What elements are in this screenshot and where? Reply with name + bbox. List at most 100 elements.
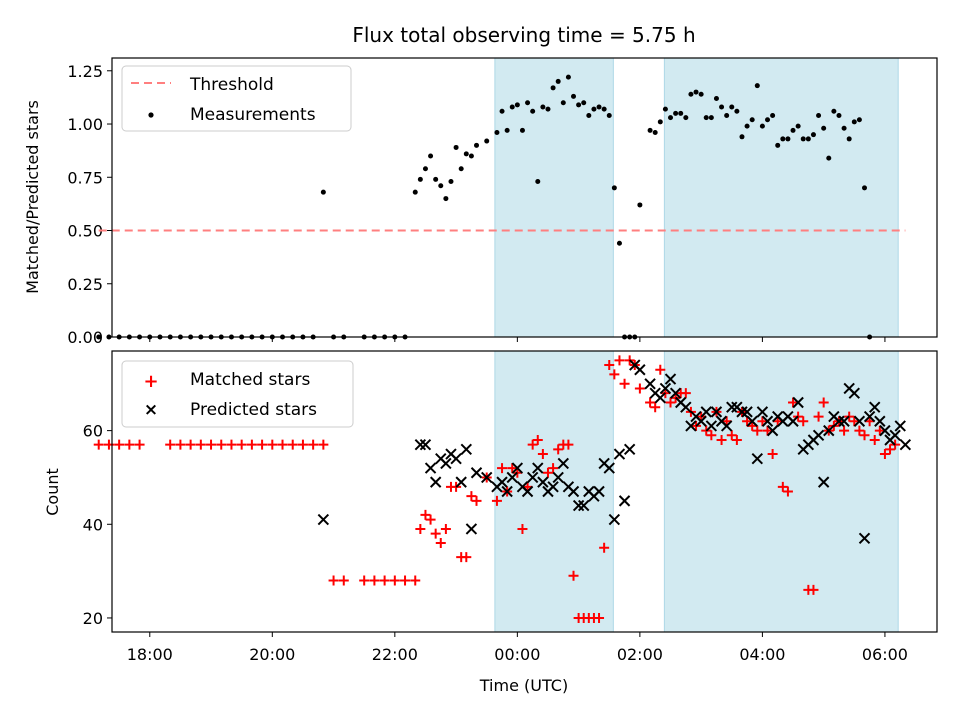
matched-point bbox=[165, 439, 176, 450]
measurement-point bbox=[810, 132, 816, 138]
measurement-point bbox=[458, 166, 464, 172]
matched-point bbox=[318, 439, 329, 450]
xtick-label-2: 22:00 bbox=[372, 645, 418, 664]
measurement-point bbox=[550, 85, 556, 91]
measurement-point bbox=[412, 189, 418, 195]
top-ytick-label-4: 1.00 bbox=[67, 115, 103, 134]
matched-point bbox=[93, 439, 104, 450]
measurement-point bbox=[504, 127, 510, 133]
predicted-point bbox=[419, 438, 432, 451]
predicted-point bbox=[572, 499, 585, 512]
predicted-point bbox=[664, 373, 677, 385]
measurement-point bbox=[816, 113, 822, 119]
matched-point bbox=[236, 439, 247, 450]
matched-point bbox=[328, 575, 339, 586]
matched-point bbox=[425, 514, 436, 525]
matched-point bbox=[798, 416, 809, 427]
measurement-point bbox=[790, 127, 796, 133]
matched-point bbox=[665, 397, 676, 408]
predicted-point bbox=[756, 406, 769, 418]
matched-point bbox=[731, 434, 742, 445]
matched-point bbox=[466, 491, 477, 502]
matched-point bbox=[818, 397, 829, 408]
predicted-point bbox=[455, 476, 467, 488]
measurement-point bbox=[744, 123, 750, 129]
top-plot-frame bbox=[111, 57, 938, 338]
legend-threshold-label: Threshold bbox=[189, 75, 274, 95]
matched-point bbox=[537, 449, 548, 460]
measurement-point bbox=[841, 125, 847, 131]
matched-point bbox=[752, 425, 763, 436]
matched-point bbox=[599, 542, 610, 553]
predicted-point bbox=[751, 453, 764, 465]
matched-point bbox=[548, 463, 559, 474]
measurement-point bbox=[749, 117, 755, 123]
matched-point bbox=[742, 416, 753, 427]
measurement-point bbox=[785, 136, 791, 142]
measurement-point bbox=[601, 106, 607, 112]
predicted-point bbox=[526, 471, 539, 484]
top-legend-box bbox=[121, 65, 352, 132]
measurement-point bbox=[320, 189, 326, 195]
matched-point bbox=[410, 575, 421, 586]
predicted-point bbox=[424, 462, 437, 474]
bottom-x-ticks: 18:00 20:00 22:00 00:00 02:00 04:00 06:00 bbox=[127, 632, 908, 664]
matched-point bbox=[114, 439, 125, 450]
measurement-point bbox=[708, 115, 714, 121]
legend-measurements-swatch bbox=[148, 112, 154, 118]
predicted-point bbox=[869, 401, 881, 413]
matched-point bbox=[185, 439, 196, 450]
measurement-point bbox=[525, 100, 531, 106]
predicted-point bbox=[848, 387, 861, 399]
matched-point bbox=[420, 509, 431, 520]
predicted-point bbox=[726, 401, 738, 413]
measurement-point bbox=[555, 78, 561, 84]
matched-point bbox=[527, 439, 538, 450]
measurement-point bbox=[724, 113, 730, 119]
predicted-point bbox=[450, 453, 462, 465]
predicted-point bbox=[858, 532, 871, 545]
predicted-point bbox=[547, 481, 559, 493]
matched-point bbox=[716, 434, 727, 445]
matched-point bbox=[650, 402, 661, 413]
matched-point bbox=[542, 467, 553, 478]
top-y-axis-label: Matched/Predicted stars bbox=[23, 100, 42, 294]
predicted-point bbox=[429, 476, 442, 488]
measurement-point bbox=[514, 102, 520, 108]
matched-point bbox=[782, 486, 793, 497]
top-ytick-label-0: 0.00 bbox=[67, 328, 103, 347]
measurement-point bbox=[560, 100, 566, 106]
measurement-point bbox=[678, 110, 684, 116]
top-y-ticks: 0.00 0.25 0.50 0.75 1.00 1.25 bbox=[67, 62, 112, 347]
measurement-point bbox=[448, 179, 454, 185]
predicted-point bbox=[623, 443, 636, 456]
matched-point bbox=[206, 439, 217, 450]
measurement-point bbox=[433, 176, 439, 182]
measurement-point bbox=[438, 183, 444, 189]
predicted-point bbox=[853, 415, 866, 427]
matched-point bbox=[471, 495, 482, 506]
measurement-point bbox=[739, 134, 745, 140]
measurement-point bbox=[754, 83, 760, 89]
matched-point bbox=[400, 575, 411, 586]
matched-point bbox=[563, 439, 574, 450]
measurement-point bbox=[657, 119, 663, 125]
predicted-point bbox=[654, 392, 667, 404]
predicted-point bbox=[874, 415, 886, 427]
panel-counts: 20 40 60 18:00 20:00 22:00 00:00 02:00 04:00 06:… bbox=[43, 350, 938, 695]
bottom-legend: + Matched stars × Predicted stars bbox=[121, 360, 354, 428]
matched-point bbox=[645, 397, 656, 408]
xtick-label-6: 06:00 bbox=[862, 645, 908, 664]
matched-point bbox=[553, 444, 564, 455]
xtick-label-0: 18:00 bbox=[127, 645, 173, 664]
matched-point bbox=[609, 369, 620, 380]
matched-point bbox=[175, 439, 186, 450]
matched-point bbox=[849, 416, 860, 427]
matched-point bbox=[517, 523, 528, 534]
matched-point bbox=[874, 425, 885, 436]
matched-point bbox=[461, 552, 472, 563]
measurement-point bbox=[713, 95, 719, 101]
panel-ratio: 0.00 0.25 0.50 0.75 1.00 1.25 Matched/Predict… bbox=[23, 57, 938, 347]
predicted-point bbox=[608, 513, 621, 526]
